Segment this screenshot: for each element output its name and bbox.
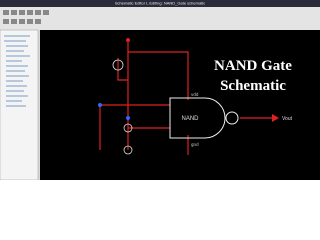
pin-dot: [98, 103, 102, 107]
tree-rows: [4, 35, 30, 107]
panel-bg: [0, 29, 39, 180]
toolbar-bg: [0, 7, 320, 30]
screen: Schematic Editor L Editing: NAND_Gate sc…: [0, 0, 320, 180]
pin-dot: [126, 116, 130, 120]
schematic: NAND Vout vdd gnd: [98, 38, 293, 155]
gate-label: NAND: [181, 116, 199, 122]
ground-label: gnd: [191, 142, 199, 147]
wire: [117, 58, 128, 81]
overlay-title: NAND Gate: [214, 58, 292, 74]
output-pin[interactable]: [272, 114, 279, 122]
pin-dot: [126, 38, 130, 42]
inverter-bubble: [225, 111, 239, 125]
supply-label: vdd: [191, 92, 199, 97]
wire: [128, 51, 189, 100]
pulse-source[interactable]: [123, 123, 133, 133]
voltage-source[interactable]: [112, 59, 124, 71]
pulse-source[interactable]: [123, 145, 133, 155]
toolbar[interactable]: [0, 7, 320, 30]
overlay-title: Schematic: [220, 78, 286, 94]
output-label: Vout: [282, 116, 293, 122]
window-title: Schematic Editor L Editing: NAND_Gate sc…: [115, 1, 205, 6]
canvas[interactable]: [40, 30, 320, 180]
toolbar-icons: [3, 10, 49, 24]
title-bar: [0, 0, 320, 7]
nand-gate[interactable]: [169, 97, 226, 139]
side-panel[interactable]: [0, 29, 39, 180]
